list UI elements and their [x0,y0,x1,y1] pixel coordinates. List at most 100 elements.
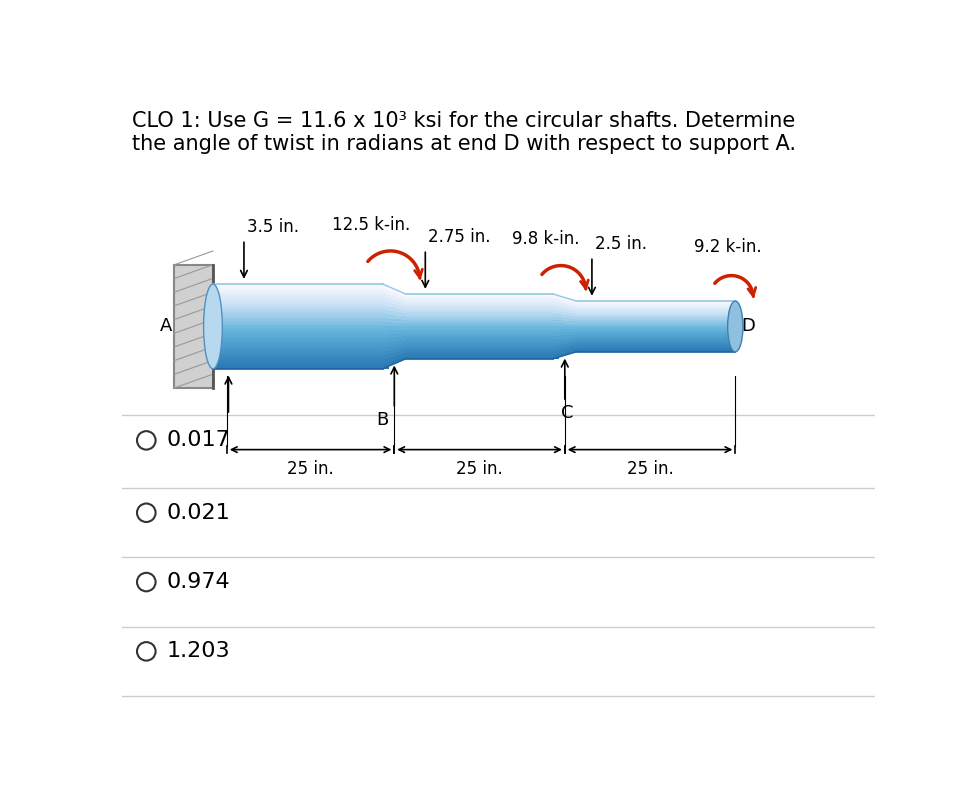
Bar [571,309,735,310]
Bar [399,340,559,342]
Bar [213,342,389,343]
Bar [213,297,389,298]
Bar [571,307,735,308]
Bar [399,351,559,352]
Bar [399,356,559,358]
Bar [399,295,559,297]
Bar [399,306,559,307]
Bar [213,323,389,325]
Bar [399,349,559,350]
Bar [213,330,389,332]
Bar [571,338,735,339]
Bar [213,291,389,292]
Bar [571,318,735,319]
Bar [571,326,735,327]
Bar [213,335,389,336]
Bar [571,322,735,323]
Bar [571,333,735,334]
Bar [571,345,735,346]
Bar [571,350,735,351]
Text: 1.203: 1.203 [166,642,230,662]
Bar [399,294,559,295]
Bar [213,322,389,323]
Bar [571,337,735,338]
Bar [399,304,559,305]
Bar [571,316,735,317]
Bar [399,324,559,326]
Bar [213,326,389,328]
Bar [213,298,389,300]
Bar [399,321,559,322]
Ellipse shape [728,301,743,351]
Bar [213,332,389,334]
Bar [571,324,735,325]
Bar [213,345,389,346]
Bar [213,300,389,301]
Bar [399,309,559,310]
Bar [213,339,389,340]
Bar [571,327,735,328]
Bar [213,356,389,357]
Bar [571,344,735,345]
Ellipse shape [203,284,223,368]
Bar [213,338,389,339]
Bar [571,314,735,315]
Bar [213,311,389,313]
Bar [399,311,559,313]
Text: 9.2 k-in.: 9.2 k-in. [694,238,761,256]
Bar [174,265,213,388]
Bar [213,362,389,363]
Bar [399,337,559,339]
Bar [571,341,735,342]
Bar [213,363,389,364]
Bar [213,364,389,366]
Bar [213,304,389,305]
Bar [399,343,559,345]
Bar [399,355,559,356]
Bar [213,314,389,315]
Bar [213,288,389,290]
Bar [399,326,559,327]
Text: 0.974: 0.974 [166,572,230,592]
Bar [399,320,559,321]
Bar [571,347,735,348]
Text: B: B [376,411,388,429]
Bar [399,332,559,333]
Bar [213,340,389,342]
Bar [399,333,559,334]
Text: 0.021: 0.021 [166,503,230,523]
Bar [213,319,389,321]
Bar [571,304,735,305]
Bar [399,342,559,343]
Bar [213,359,389,360]
Bar [213,353,389,355]
Bar [571,332,735,333]
Text: 0.017: 0.017 [166,431,230,450]
Bar [571,303,735,304]
Bar [213,346,389,347]
Bar [571,315,735,316]
Bar [213,355,389,356]
Bar [571,348,735,349]
Bar [399,339,559,340]
Bar [571,343,735,344]
Bar [399,330,559,332]
Bar [399,347,559,348]
Bar [399,323,559,324]
Text: 25 in.: 25 in. [287,461,334,478]
Bar [213,329,389,330]
Bar [213,347,389,349]
Bar [399,345,559,346]
Text: 25 in.: 25 in. [456,461,503,478]
Bar [213,343,389,345]
Bar [399,346,559,347]
Bar [399,308,559,309]
Bar [213,290,389,291]
Bar [213,349,389,351]
Bar [571,342,735,343]
Bar [213,321,389,322]
Bar [399,314,559,316]
Bar [571,325,735,326]
Bar [213,315,389,317]
Bar [571,305,735,306]
